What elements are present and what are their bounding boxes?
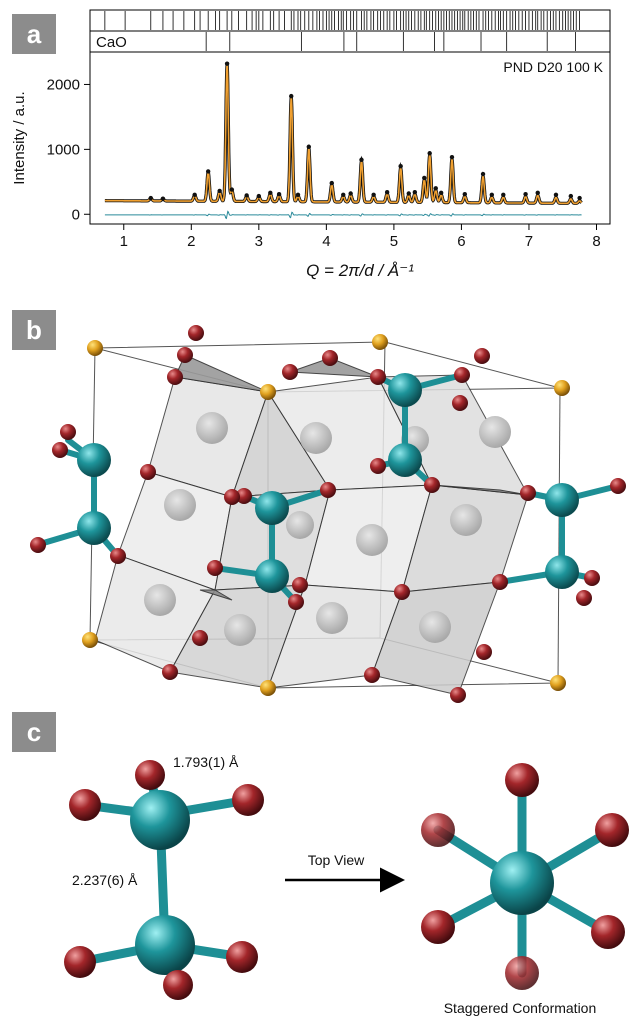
crystal-structure <box>30 325 626 703</box>
data-point <box>523 191 528 197</box>
data-point <box>422 175 427 181</box>
data-point <box>433 186 438 191</box>
bond-length-short: 1.793(1) Å <box>173 754 239 770</box>
data-point <box>217 188 222 194</box>
data-point <box>462 191 468 197</box>
data-point <box>568 193 574 199</box>
x-tick-label: 5 <box>390 233 398 250</box>
chart-annotation: PND D20 100 K <box>503 59 603 75</box>
conformation-label: Staggered Conformation <box>444 1000 597 1016</box>
panel-letter: c <box>26 716 42 747</box>
x-tick-label: 6 <box>457 233 465 250</box>
data-point <box>295 192 301 197</box>
data-point <box>348 191 353 196</box>
data-point <box>192 192 197 197</box>
data-point <box>244 193 249 198</box>
data-point <box>359 157 364 162</box>
x-tick-label: 3 <box>255 233 263 250</box>
metal-atoms <box>77 373 579 593</box>
dimer-top-view <box>421 763 629 990</box>
polyhedra <box>94 354 529 696</box>
x-tick-label: 1 <box>120 233 128 250</box>
data-point <box>256 193 262 199</box>
panel-label-b: b <box>12 310 56 350</box>
diffraction-chart: CaO PND D20 100 K 1 2 3 4 5 6 7 8 0 1000 2000 Inte… <box>11 9 611 280</box>
data-point <box>480 171 486 177</box>
x-tick-label: 2 <box>187 233 195 250</box>
x-tick-label: 8 <box>592 233 600 250</box>
data-point <box>148 195 153 201</box>
data-point <box>406 191 411 196</box>
arrow-label: Top View <box>308 852 365 868</box>
data-point <box>289 93 294 99</box>
data-point <box>398 164 403 169</box>
bond-length-long: 2.237(6) Å <box>72 872 138 888</box>
reflection-ticks-cao <box>205 32 576 51</box>
y-tick-label: 1000 <box>47 141 80 158</box>
panel-label-a: a <box>12 14 56 54</box>
data-point <box>535 190 540 196</box>
plot-frame <box>89 51 611 225</box>
calcium-atoms <box>144 412 511 646</box>
data-point <box>276 191 282 197</box>
data-point <box>577 195 582 201</box>
calculated-series <box>104 64 583 205</box>
data-point <box>306 144 312 149</box>
data-point <box>371 192 376 197</box>
reflection-ticks-main <box>104 11 581 30</box>
x-tick-label: 4 <box>322 233 330 250</box>
panel-label-c: c <box>12 712 56 752</box>
data-point <box>224 61 230 66</box>
data-point <box>438 190 444 196</box>
series-layer <box>104 61 583 220</box>
phase-label: CaO <box>96 34 127 51</box>
data-point <box>341 192 346 197</box>
dimer-side-view <box>64 760 264 1000</box>
panel-letter: b <box>26 314 42 345</box>
data-point <box>160 196 166 201</box>
data-point <box>427 151 432 156</box>
data-point <box>449 154 455 160</box>
x-axis-label: Q = 2π/d / Å⁻¹ <box>306 261 414 280</box>
y-tick-label: 2000 <box>47 76 80 93</box>
data-point <box>501 192 506 197</box>
data-point <box>268 190 273 196</box>
panel-letter: a <box>26 18 42 49</box>
observed-series <box>104 63 583 205</box>
y-axis-label: Intensity / a.u. <box>11 91 28 184</box>
difference-series <box>104 210 582 220</box>
data-point <box>553 192 559 197</box>
oxygen-atoms <box>30 325 626 703</box>
data-point <box>384 189 390 195</box>
axes: 1 2 3 4 5 6 7 8 0 1000 2000 <box>47 76 601 250</box>
dimer-figure: 1.793(1) Å 2.237(6) Å Top View Staggered… <box>64 754 629 1016</box>
x-tick-label: 7 <box>525 233 533 250</box>
data-point <box>412 189 418 195</box>
data-point <box>205 169 211 174</box>
data-point <box>229 187 235 192</box>
y-tick-label: 0 <box>72 206 80 223</box>
corner-atoms <box>82 334 570 696</box>
data-point <box>489 192 495 197</box>
data-point <box>329 180 334 186</box>
